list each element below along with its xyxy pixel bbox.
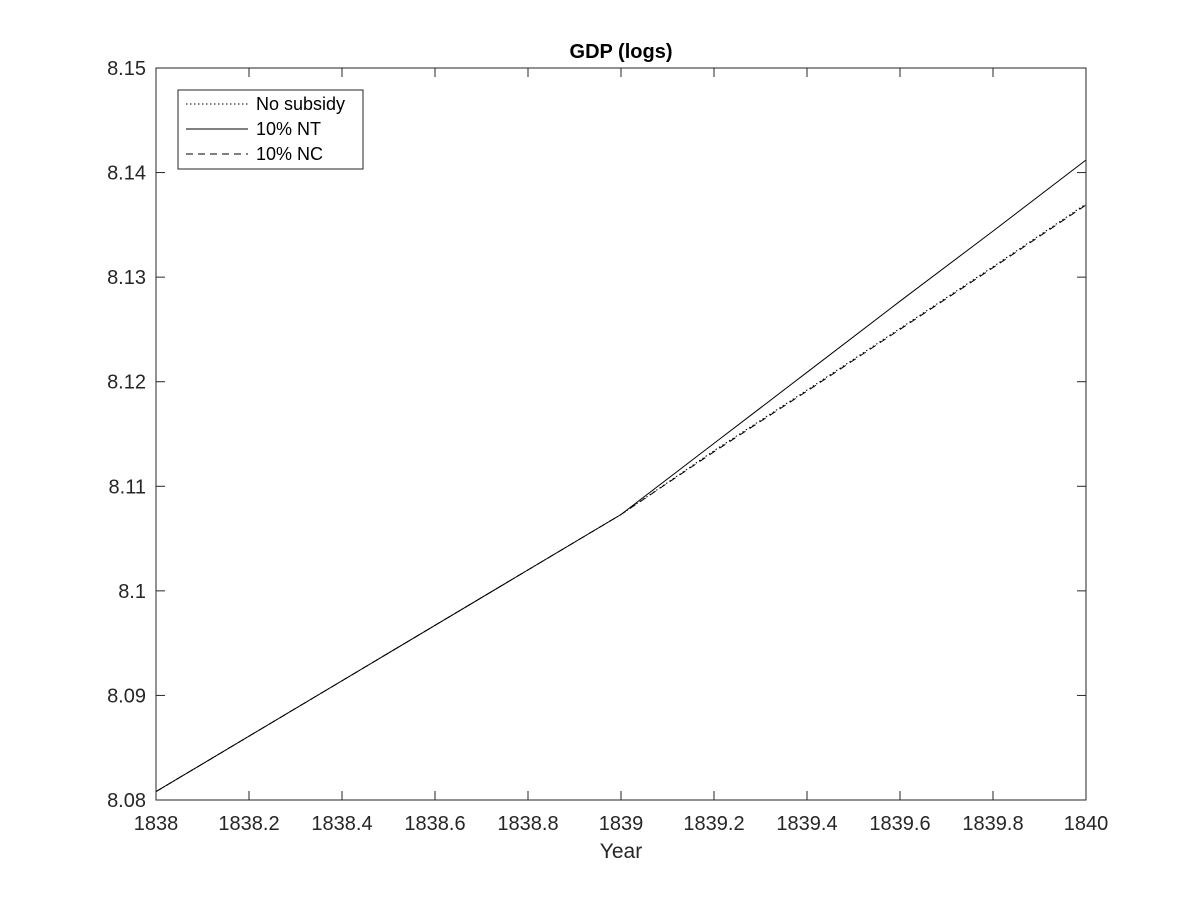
x-tick-label: 1840 bbox=[1064, 813, 1109, 835]
y-tick-label: 8.13 bbox=[107, 267, 146, 289]
chart-title: GDP (logs) bbox=[570, 41, 673, 63]
x-tick-label: 1839 bbox=[599, 813, 644, 835]
x-tick-label: 1839.4 bbox=[776, 813, 837, 835]
x-axis-label: Year bbox=[600, 840, 642, 863]
x-tick-label: 1838.4 bbox=[311, 813, 372, 835]
x-tick-label: 1839.8 bbox=[962, 813, 1023, 835]
x-tick-label: 1838 bbox=[134, 813, 179, 835]
legend: No subsidy 10% NT 10% NC bbox=[177, 89, 364, 170]
series-line-2 bbox=[155, 159, 1087, 793]
legend-label-2: 10% NT bbox=[256, 119, 321, 139]
y-tick-label: 8.1 bbox=[118, 581, 146, 603]
legend-label-3: 10% NC bbox=[256, 144, 323, 164]
x-tick-label: 1839.6 bbox=[869, 813, 930, 835]
y-tick-label: 8.11 bbox=[109, 476, 146, 498]
plot-series bbox=[155, 159, 1087, 793]
plot-area-frame bbox=[155, 67, 1087, 801]
y-axis-ticks: 8.08 8.09 8.1 8.11 8.12 8.13 8.14 8.15 bbox=[107, 58, 1086, 812]
series-line-1 bbox=[155, 203, 1087, 793]
y-tick-label: 8.15 bbox=[107, 58, 146, 80]
y-tick-label: 8.08 bbox=[107, 790, 146, 812]
y-tick-label: 8.12 bbox=[107, 372, 146, 394]
x-axis-ticks: 1838 1838.2 1838.4 1838.6 1838.8 1839 1839.2 18… bbox=[134, 68, 1109, 835]
legend-label-1: No subsidy bbox=[256, 94, 345, 114]
series-line-3 bbox=[155, 204, 1087, 793]
x-tick-label: 1839.2 bbox=[683, 813, 744, 835]
x-tick-label: 1838.6 bbox=[404, 813, 465, 835]
y-tick-label: 8.14 bbox=[107, 163, 146, 185]
x-tick-label: 1838.2 bbox=[218, 813, 279, 835]
y-tick-label: 8.09 bbox=[107, 685, 146, 707]
x-tick-label: 1838.8 bbox=[497, 813, 558, 835]
